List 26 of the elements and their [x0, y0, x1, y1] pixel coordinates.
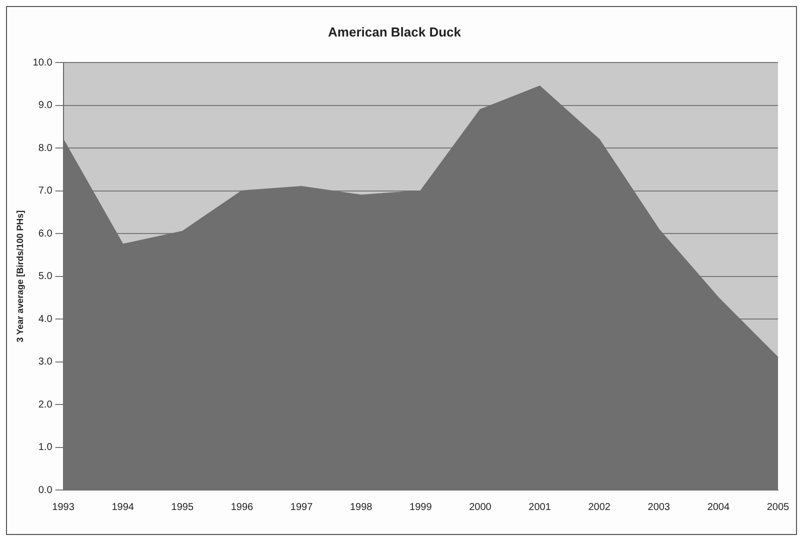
chart-title: American Black Duck	[328, 24, 462, 40]
x-tick-label: 1995	[171, 502, 194, 513]
y-tick-label: 0.0	[38, 484, 53, 496]
y-tick-label: 3.0	[38, 356, 53, 368]
y-tick-label: 2.0	[38, 399, 53, 410]
y-axis-title: 3 Year average [Birds/100 PHs]	[14, 210, 25, 342]
y-tick-label: 4.0	[38, 314, 53, 325]
x-tick-label: 1999	[410, 502, 432, 513]
y-tick-label: 9.0	[38, 100, 53, 112]
y-tick-label: 10.0	[32, 57, 53, 68]
y-tick-label: 7.0	[38, 186, 53, 197]
x-tick-label: 1993	[52, 502, 75, 513]
x-tick-label: 2003	[648, 502, 670, 513]
x-tick-label: 1997	[290, 502, 314, 513]
x-tick-label: 1998	[350, 502, 373, 513]
y-tick-label: 8.0	[38, 142, 53, 154]
x-tick-label: 2005	[766, 502, 790, 513]
x-tick-label: 2004	[707, 502, 730, 513]
x-tick-label: 1996	[230, 502, 254, 513]
y-tick-label: 6.0	[38, 228, 53, 240]
x-tick-label: 2002	[588, 502, 611, 513]
y-tick-label: 1.0	[38, 442, 53, 454]
x-tick-label: 2001	[528, 502, 552, 513]
x-tick-label: 1994	[112, 502, 134, 513]
x-tick-label: 2000	[469, 502, 492, 513]
y-tick-label: 5.0	[38, 271, 53, 282]
